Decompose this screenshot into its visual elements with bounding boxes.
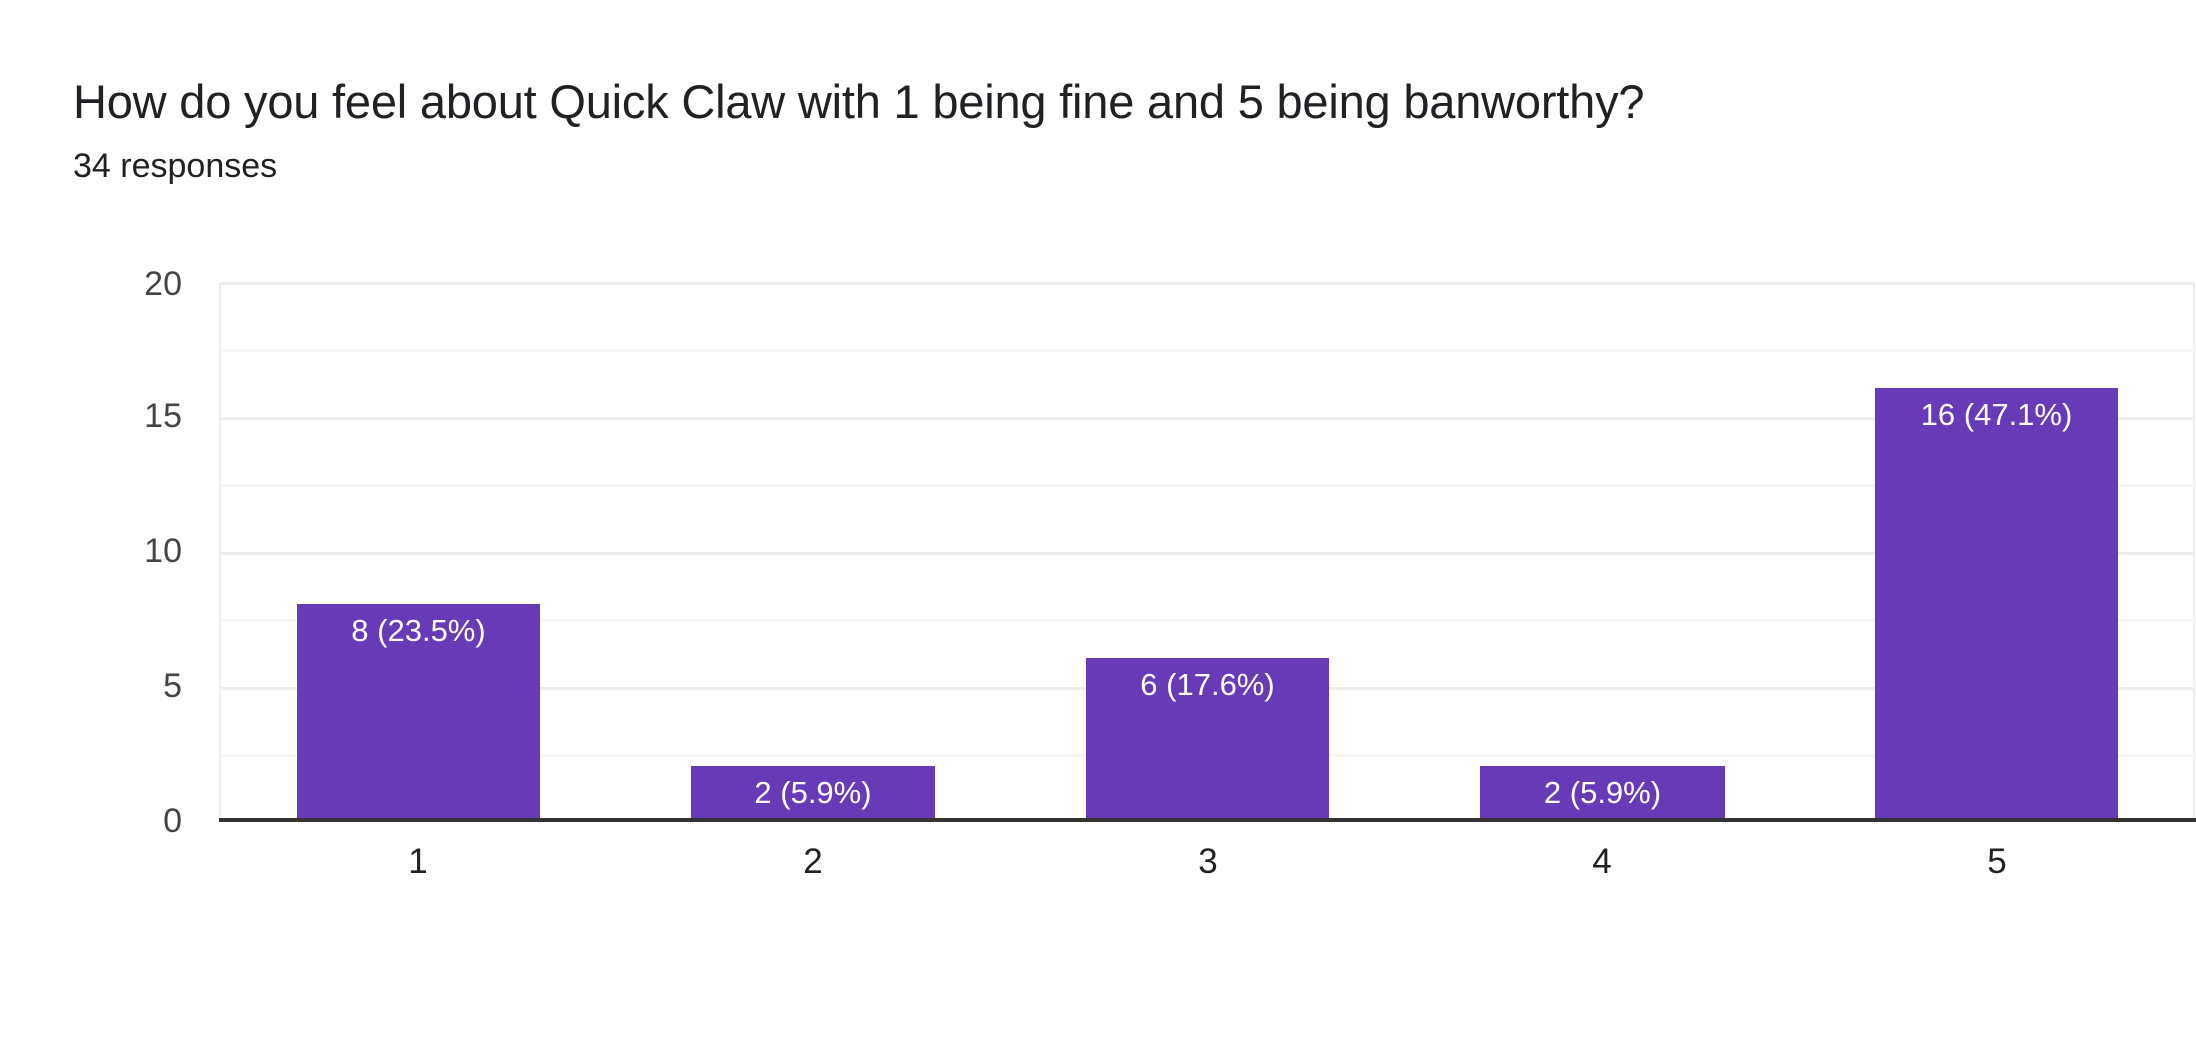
x-tick-1: 1 bbox=[408, 842, 428, 881]
bar-4: 2 (5.9%) bbox=[1480, 766, 1725, 820]
bar-2: 2 (5.9%) bbox=[691, 766, 935, 820]
bar-1: 8 (23.5%) bbox=[297, 604, 540, 820]
x-tick-5: 5 bbox=[1987, 842, 2007, 881]
response-count: 34 responses bbox=[73, 147, 278, 185]
bar-5: 16 (47.1%) bbox=[1875, 388, 2118, 820]
bar-value-label: 6 (17.6%) bbox=[1140, 667, 1275, 702]
y-tick-10: 10 bbox=[144, 532, 182, 570]
gridline-17-5 bbox=[221, 349, 2193, 352]
bar-value-label: 16 (47.1%) bbox=[1920, 397, 2073, 432]
x-tick-2: 2 bbox=[803, 842, 823, 881]
x-tick-4: 4 bbox=[1592, 842, 1612, 881]
y-tick-5: 5 bbox=[163, 667, 182, 705]
gridline-10 bbox=[221, 552, 2193, 555]
y-tick-0: 0 bbox=[163, 802, 182, 840]
bar-value-label: 8 (23.5%) bbox=[351, 613, 486, 648]
chart-title: How do you feel about Quick Claw with 1 … bbox=[73, 75, 1645, 128]
gridline-7-5 bbox=[221, 619, 2193, 622]
y-tick-15: 15 bbox=[144, 397, 182, 435]
gridline-15 bbox=[221, 417, 2193, 420]
bar-value-label: 2 (5.9%) bbox=[754, 775, 872, 810]
x-tick-3: 3 bbox=[1198, 842, 1218, 881]
y-tick-20: 20 bbox=[144, 265, 182, 303]
bar-3: 6 (17.6%) bbox=[1086, 658, 1329, 820]
gridline-20 bbox=[221, 282, 2193, 285]
x-axis-line bbox=[219, 818, 2196, 822]
bar-value-label: 2 (5.9%) bbox=[1543, 775, 1662, 810]
gridline-12-5 bbox=[221, 484, 2193, 487]
